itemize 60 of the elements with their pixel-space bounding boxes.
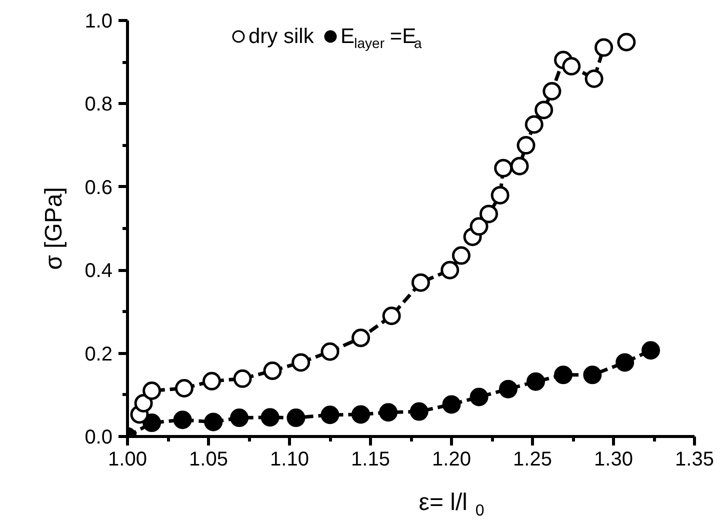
point — [233, 369, 252, 388]
y-tick-label: 0.8 — [84, 94, 113, 116]
point — [554, 366, 573, 384]
point — [202, 372, 221, 390]
point — [352, 405, 370, 424]
y-tick-label: 0.0 — [84, 426, 113, 448]
point — [263, 362, 282, 380]
point — [230, 408, 249, 428]
point — [594, 38, 614, 57]
point — [562, 57, 581, 76]
point — [534, 100, 554, 120]
point — [320, 406, 340, 424]
x-tick-label: 1.15 — [351, 448, 390, 470]
x-tick-label: 1.10 — [270, 448, 309, 470]
point — [494, 158, 513, 178]
x-tick-label: 1.20 — [432, 448, 471, 470]
x-tick-label: 1.30 — [594, 448, 633, 470]
y-tick-label: 0.6 — [84, 176, 113, 199]
point — [526, 372, 545, 391]
point — [524, 115, 544, 134]
y-axis-title: σ [GPa] — [40, 187, 68, 270]
point — [320, 342, 340, 361]
point — [134, 394, 153, 412]
point — [142, 382, 162, 400]
x-tick-label: 1.25 — [513, 448, 552, 470]
point — [292, 353, 310, 372]
x-tick-label: 1.35 — [675, 448, 714, 470]
point — [583, 366, 602, 384]
y-tick-label: 1.0 — [84, 10, 113, 32]
point — [510, 156, 529, 176]
point — [352, 328, 370, 348]
y-tick-label: 0.2 — [84, 343, 113, 366]
point — [382, 306, 401, 326]
x-tick-label: 1.05 — [189, 448, 228, 470]
point — [490, 186, 510, 204]
point — [642, 341, 660, 360]
point — [442, 395, 461, 414]
point — [142, 414, 162, 432]
y-tick-label: 0.4 — [84, 260, 113, 282]
point — [480, 204, 498, 224]
point — [440, 260, 460, 280]
point — [617, 32, 636, 52]
point — [616, 353, 634, 372]
point — [379, 403, 398, 422]
point — [411, 273, 430, 292]
legend-label: dry silk — [248, 25, 314, 48]
point — [470, 388, 488, 406]
point — [410, 402, 428, 421]
point — [584, 70, 604, 88]
point — [498, 380, 518, 398]
x-tick-label: 1.00 — [108, 448, 147, 470]
point — [516, 136, 536, 155]
point — [452, 246, 470, 265]
point — [470, 217, 488, 236]
point — [542, 82, 562, 100]
point — [173, 410, 192, 430]
point — [260, 408, 280, 427]
point — [204, 412, 223, 432]
point — [286, 408, 306, 428]
point — [174, 379, 194, 398]
